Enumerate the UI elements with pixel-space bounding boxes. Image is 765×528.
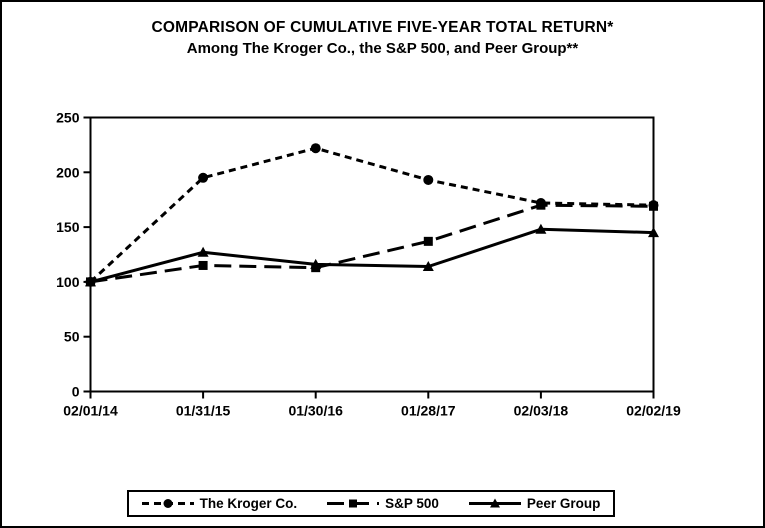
- circle-marker: [198, 172, 209, 183]
- chart-title: COMPARISON OF CUMULATIVE FIVE-YEAR TOTAL…: [151, 19, 614, 36]
- the-kroger-co-line-sample-icon: [141, 499, 194, 508]
- x-tick-label: 01/30/16: [288, 403, 343, 419]
- triangle-marker: [422, 261, 434, 272]
- y-tick-label: 250: [56, 110, 80, 126]
- square-marker: [198, 260, 208, 270]
- legend-item-peer-group: Peer Group: [468, 496, 601, 511]
- x-tick-label: 02/03/18: [514, 403, 569, 419]
- square-marker-icon: [349, 499, 358, 508]
- legend-label: Peer Group: [526, 496, 601, 511]
- x-tick-label: 01/28/17: [401, 403, 456, 419]
- s-p-500-line-sample-icon: [327, 499, 380, 508]
- series-line: [90, 203, 654, 284]
- series-peer-group: [85, 223, 659, 287]
- square-marker: [536, 200, 546, 210]
- y-tick-label: 150: [56, 219, 80, 235]
- x-tick-label: 02/01/14: [63, 403, 118, 419]
- triangle-marker-icon: [489, 498, 500, 508]
- chart-subtitle: Among The Kroger Co., the S&P 500, and P…: [186, 39, 579, 57]
- legend-item-the-kroger-co: The Kroger Co.: [141, 496, 298, 511]
- y-tick-label: 200: [56, 164, 80, 180]
- triangle-marker: [310, 258, 322, 269]
- legend-box: The Kroger Co. S&P 500 Peer Group: [127, 490, 615, 517]
- circle-marker: [310, 143, 321, 154]
- triangle-marker: [85, 276, 96, 287]
- triangle-marker: [535, 223, 547, 234]
- series-s-p-500: [86, 200, 658, 287]
- y-tick-label: 50: [64, 329, 80, 345]
- square-marker: [649, 201, 658, 211]
- peer-group-line-sample-icon: [468, 498, 521, 508]
- circle-marker-icon: [163, 499, 173, 508]
- y-tick-label: 0: [72, 384, 80, 400]
- y-tick-label: 100: [56, 274, 80, 290]
- legend-label: S&P 500: [385, 496, 439, 511]
- x-tick-label: 01/31/15: [176, 403, 231, 419]
- square-marker: [423, 236, 433, 246]
- title-block: COMPARISON OF CUMULATIVE FIVE-YEAR TOTAL…: [2, 19, 763, 58]
- x-tick-label: 02/02/19: [626, 403, 681, 419]
- series-line: [89, 146, 654, 284]
- plot-area-border: [89, 116, 655, 393]
- legend-label: The Kroger Co.: [199, 496, 298, 511]
- triangle-marker: [648, 227, 659, 238]
- legend-item-s-p-500: S&P 500: [327, 496, 439, 511]
- circle-marker: [423, 174, 434, 185]
- series-line: [90, 227, 654, 284]
- line-chart: 0 50 100 150 200 250 02/01/14 01/31/15 01/30/16 0…: [56, 110, 681, 419]
- triangle-marker: [197, 246, 209, 257]
